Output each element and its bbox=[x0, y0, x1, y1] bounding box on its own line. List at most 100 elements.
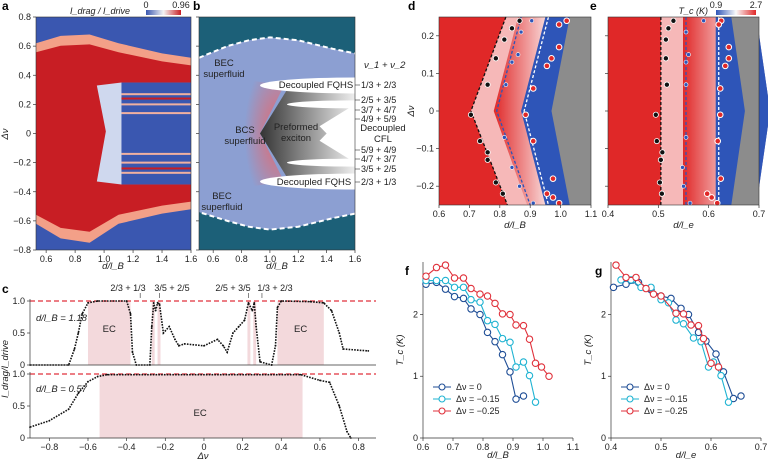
x-tick-label: 1.1 bbox=[567, 442, 580, 452]
data-point-black bbox=[670, 17, 677, 24]
heatmap-fqhs-stripe bbox=[121, 93, 191, 96]
series-marker bbox=[441, 276, 450, 285]
data-point bbox=[346, 430, 348, 433]
data-point-black bbox=[658, 190, 665, 197]
preformed-exciton-region bbox=[259, 89, 355, 178]
filling-label: 1/3 + 2/3 bbox=[361, 80, 396, 90]
data-point bbox=[276, 306, 279, 309]
region-label: Preformed bbox=[274, 122, 318, 133]
series-marker bbox=[525, 335, 534, 343]
data-point bbox=[237, 325, 240, 328]
region-label: BEC bbox=[212, 191, 232, 202]
y-axis-label: Δν bbox=[0, 128, 11, 140]
y-tick-label: 0 bbox=[20, 360, 25, 370]
data-point-blue bbox=[509, 165, 515, 170]
region-label: exciton bbox=[281, 133, 311, 144]
y-tick-label: −0.4 bbox=[13, 187, 31, 197]
data-point bbox=[73, 348, 76, 350]
panel-label-b: b bbox=[193, 0, 200, 13]
series-marker bbox=[664, 299, 673, 307]
data-point-blue bbox=[686, 52, 691, 57]
x-tick-label: 1.6 bbox=[185, 254, 198, 264]
data-point-red bbox=[555, 21, 563, 28]
data-point-black bbox=[662, 55, 669, 62]
data-point bbox=[131, 351, 134, 354]
data-point-red bbox=[721, 62, 729, 70]
data-point bbox=[338, 332, 341, 334]
data-point bbox=[255, 325, 258, 328]
series-marker bbox=[519, 392, 528, 400]
ec-label: EC bbox=[294, 324, 307, 335]
series-marker bbox=[476, 310, 484, 319]
data-point-black bbox=[477, 138, 484, 145]
data-point bbox=[253, 302, 256, 304]
x-tick-label: 0.4 bbox=[275, 442, 288, 452]
x-tick-label: −0.4 bbox=[118, 442, 136, 452]
series-marker bbox=[672, 316, 680, 324]
series-marker bbox=[642, 284, 650, 293]
data-point-red bbox=[725, 43, 733, 51]
data-point bbox=[322, 302, 325, 304]
x-tick-label: 0.4 bbox=[602, 209, 615, 219]
series-marker bbox=[483, 292, 492, 300]
data-point bbox=[247, 302, 250, 304]
data-point-blue bbox=[509, 59, 515, 65]
data-point-black bbox=[662, 36, 669, 43]
data-point-black bbox=[484, 156, 491, 163]
phase-boundary-top bbox=[198, 36, 356, 59]
x-axis-label: d/l_B bbox=[504, 220, 526, 231]
data-point bbox=[106, 373, 109, 376]
fit-line-black bbox=[470, 16, 509, 206]
x-tick-label: 0.2 bbox=[236, 442, 249, 452]
series-marker bbox=[537, 363, 546, 371]
x-tick-label: 1.2 bbox=[127, 254, 140, 264]
series-marker bbox=[512, 321, 520, 329]
data-point bbox=[77, 392, 80, 395]
x-tick-label: 0.4 bbox=[605, 442, 618, 452]
cfl-region bbox=[319, 104, 355, 163]
no-data-region bbox=[551, 17, 591, 205]
series-marker bbox=[506, 310, 514, 319]
legend-label: Δν = −0.15 bbox=[456, 394, 500, 404]
data-point-blue bbox=[680, 165, 685, 170]
ec-region-top bbox=[151, 301, 155, 365]
data-point-black bbox=[656, 179, 663, 186]
data-point-red bbox=[549, 194, 557, 201]
filling-label: 4/7 + 3/7 bbox=[361, 154, 396, 164]
series-marker bbox=[498, 350, 507, 359]
x-tick-label: 1.0 bbox=[98, 254, 111, 264]
x-tick-label: 0.8 bbox=[477, 442, 490, 452]
series-marker bbox=[545, 372, 553, 380]
data-point bbox=[274, 344, 277, 347]
data-point-black bbox=[657, 156, 664, 163]
colorbar-label: I_drag / I_drive bbox=[70, 6, 130, 16]
data-point-red bbox=[543, 190, 551, 198]
y-tick-label: 1 bbox=[413, 371, 418, 381]
ec-region-bottom bbox=[99, 374, 303, 438]
data-point-red bbox=[563, 17, 570, 25]
data-point-black bbox=[652, 111, 659, 118]
x-tick-label: 1.1 bbox=[585, 209, 598, 219]
x-tick-label: 0.9 bbox=[507, 442, 520, 452]
x-tick-label: 1.0 bbox=[264, 254, 277, 264]
x-axis-label: d/l_e bbox=[676, 450, 697, 461]
x-tick-label: 0 bbox=[201, 442, 206, 452]
series-marker bbox=[519, 358, 528, 366]
series-marker bbox=[491, 337, 499, 346]
series-marker bbox=[476, 298, 484, 306]
filling-header: ν_1 + ν_2 bbox=[364, 60, 406, 71]
data-point bbox=[125, 300, 128, 302]
x-axis-label: d/l_e bbox=[673, 220, 694, 231]
data-point-blue bbox=[515, 52, 521, 57]
y-tick-label: 0.8 bbox=[18, 12, 31, 22]
data-point bbox=[129, 312, 132, 315]
colorbar bbox=[716, 10, 756, 15]
data-point bbox=[174, 338, 176, 341]
x-tick-label: −0.2 bbox=[156, 442, 174, 452]
data-point-red bbox=[543, 62, 551, 70]
data-point bbox=[48, 419, 51, 422]
ec-region-top bbox=[87, 301, 131, 365]
y-tick-label: −0.6 bbox=[13, 216, 31, 226]
fraction-label: 1/3 + 2/3 bbox=[257, 283, 292, 293]
data-point bbox=[203, 344, 205, 347]
